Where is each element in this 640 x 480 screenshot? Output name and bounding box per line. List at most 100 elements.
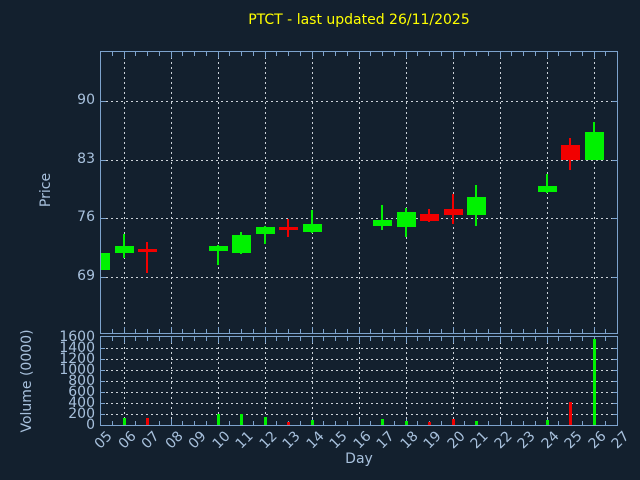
tick-mark <box>170 52 172 58</box>
tick-mark <box>612 218 617 220</box>
tick-mark <box>264 52 266 58</box>
tick-mark <box>335 421 336 425</box>
tick-mark <box>229 421 231 425</box>
candle-body-day-13 <box>279 226 298 230</box>
candle-body-day-18 <box>396 212 416 228</box>
price-tick-label: 69 <box>77 267 95 284</box>
volume-axis-label: Volume (0000) <box>19 329 35 433</box>
tick-mark <box>452 52 454 58</box>
tick-mark <box>276 337 278 341</box>
day-gridline <box>499 337 501 425</box>
tick-mark <box>464 421 466 425</box>
day-gridline <box>405 52 407 333</box>
candle-body-day-17 <box>373 219 392 227</box>
candle-wick-day-07 <box>146 242 148 274</box>
tick-mark <box>393 329 395 333</box>
tick-mark <box>534 421 536 425</box>
tick-mark <box>358 419 360 425</box>
tick-mark <box>229 52 231 56</box>
tick-mark <box>288 329 289 333</box>
tick-mark <box>476 52 477 56</box>
tick-mark <box>335 52 336 56</box>
day-axis-label: Day <box>345 451 373 467</box>
tick-mark <box>612 159 617 161</box>
tick-mark <box>241 329 242 333</box>
tick-mark <box>358 52 360 58</box>
tick-mark <box>123 327 125 333</box>
candle-body-day-26 <box>584 131 604 160</box>
tick-mark <box>101 218 106 220</box>
tick-mark <box>346 52 348 56</box>
tick-mark <box>499 52 501 58</box>
tick-mark <box>487 337 489 341</box>
tick-mark <box>593 52 595 58</box>
tick-mark <box>182 329 184 333</box>
tick-mark <box>613 370 617 371</box>
volume-bar-day-06 <box>122 417 126 425</box>
tick-mark <box>613 392 617 393</box>
tick-mark <box>288 337 289 341</box>
tick-mark <box>534 52 536 56</box>
volume-bar-day-26 <box>592 339 596 425</box>
tick-mark <box>194 421 195 425</box>
tick-mark <box>546 337 548 343</box>
candle-wick-day-10 <box>216 244 219 265</box>
tick-mark <box>476 329 477 333</box>
tick-mark <box>311 52 313 58</box>
tick-mark <box>440 329 442 333</box>
tick-mark <box>546 327 548 333</box>
tick-mark <box>511 52 513 56</box>
tick-mark <box>299 52 301 56</box>
day-gridline <box>123 337 125 425</box>
candle-body-day-20 <box>443 208 463 215</box>
tick-mark <box>158 337 160 341</box>
candle-body-day-14 <box>302 223 322 233</box>
tick-mark <box>581 52 583 56</box>
volume-tick-label: 1000 <box>59 362 95 378</box>
tick-mark <box>323 337 325 341</box>
tick-mark <box>558 329 560 333</box>
tick-mark <box>358 327 360 333</box>
tick-mark <box>452 337 454 343</box>
day-gridline <box>593 52 595 333</box>
tick-mark <box>158 52 160 56</box>
tick-mark <box>252 52 254 56</box>
tick-mark <box>558 337 560 341</box>
tick-mark <box>194 337 195 341</box>
tick-mark <box>323 329 325 333</box>
tick-mark <box>370 329 372 333</box>
volume-bar-day-19 <box>428 421 431 425</box>
candle-body-day-06 <box>114 245 134 254</box>
tick-mark <box>370 421 372 425</box>
tick-mark <box>581 329 583 333</box>
tick-mark <box>194 52 195 56</box>
tick-mark <box>229 329 231 333</box>
volume-tick-label: 1400 <box>59 340 95 356</box>
volume-tick-label: 1200 <box>59 351 95 367</box>
tick-mark <box>335 337 336 341</box>
candle-wick-day-20 <box>451 193 454 224</box>
tick-mark <box>135 329 137 333</box>
tick-mark <box>370 52 372 56</box>
tick-mark <box>511 421 513 425</box>
tick-mark <box>123 337 125 343</box>
volume-bar-day-14 <box>310 419 314 425</box>
tick-mark <box>101 381 105 382</box>
tick-mark <box>464 52 466 56</box>
volume-bar-day-17 <box>381 418 384 425</box>
tick-mark <box>464 337 466 341</box>
volume-tick-label: 400 <box>68 395 95 411</box>
tick-mark <box>558 52 560 56</box>
tick-mark <box>299 329 301 333</box>
tick-mark <box>323 52 325 56</box>
tick-mark <box>170 419 172 425</box>
candle-body-day-07 <box>138 249 157 253</box>
day-gridline <box>546 337 548 425</box>
tick-mark <box>440 421 442 425</box>
day-gridline <box>452 337 454 425</box>
tick-mark <box>217 337 219 343</box>
tick-mark <box>613 348 617 349</box>
candle-wick-day-12 <box>263 225 266 245</box>
tick-mark <box>170 337 172 343</box>
tick-mark <box>299 337 301 341</box>
